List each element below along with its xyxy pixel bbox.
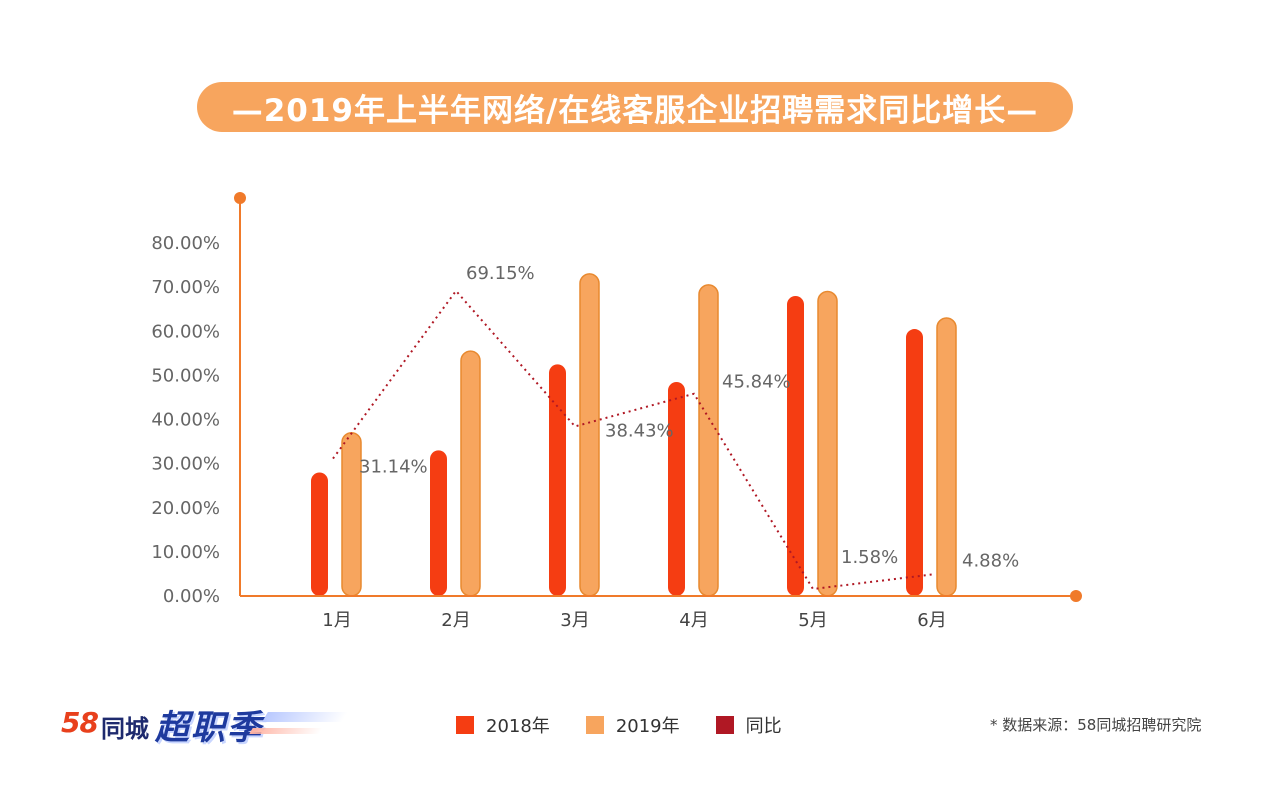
x-tick-label: 3月	[560, 610, 589, 631]
bar-2018	[311, 472, 328, 596]
y-axis-end-dot	[234, 192, 246, 204]
y-tick-label: 80.00%	[151, 233, 220, 254]
bar-2018	[549, 364, 566, 596]
bar-2018	[906, 329, 923, 596]
logo-number: 58	[61, 706, 99, 739]
logo-streak	[262, 712, 348, 722]
yoy-data-label: 31.14%	[359, 457, 428, 478]
yoy-line-layer	[332, 289, 933, 591]
data-source-note: * 数据来源：58同城招聘研究院	[990, 716, 1202, 734]
brand-logo: 58 同城 超职季	[55, 694, 348, 748]
chart-title: —2019年上半年网络/在线客服企业招聘需求同比增长—	[197, 82, 1073, 132]
x-tick-label: 4月	[679, 610, 708, 631]
x-tick-label: 5月	[798, 610, 827, 631]
bar-2018	[430, 450, 447, 596]
yoy-data-label: 4.88%	[962, 550, 1019, 571]
y-axis-ticks: 0.00% 10.00% 20.00% 30.00% 40.00% 50.00% 60.00…	[151, 233, 220, 607]
yoy-data-label: 45.84%	[722, 372, 791, 393]
y-tick-label: 60.00%	[151, 321, 220, 342]
data-labels: 31.14% 69.15% 38.43% 45.84% 1.58% 4.88%	[359, 263, 1019, 572]
legend-item-2019: 2019年	[585, 712, 680, 738]
legend-label-2019: 2019年	[615, 716, 680, 737]
legend-label-2018: 2018年	[486, 716, 550, 737]
axes	[234, 192, 1082, 602]
x-axis-ticks: 1月 2月 3月 4月 5月 6月	[322, 610, 946, 631]
legend-item-2018: 2018年	[456, 712, 550, 738]
chart-canvas: 0.00% 10.00% 20.00% 30.00% 40.00% 50.00% 60.00…	[151, 192, 1082, 631]
x-tick-label: 2月	[441, 610, 470, 631]
yoy-data-label: 1.58%	[841, 547, 898, 568]
x-tick-label: 6月	[917, 610, 946, 631]
legend-swatch-2019	[585, 716, 604, 734]
bars	[311, 273, 957, 597]
y-tick-label: 40.00%	[151, 410, 220, 431]
yoy-data-label: 38.43%	[605, 420, 674, 441]
y-tick-label: 0.00%	[163, 586, 220, 607]
yoy-line	[332, 289, 933, 591]
bar-2019	[936, 317, 957, 597]
y-tick-label: 20.00%	[151, 498, 220, 519]
bar-2018	[668, 381, 685, 596]
y-tick-label: 10.00%	[151, 542, 220, 563]
y-tick-label: 30.00%	[151, 454, 220, 475]
bar-2019	[579, 273, 600, 597]
chart-legend: 2018年 2019年 同比	[456, 712, 818, 738]
legend-swatch-2018	[456, 716, 474, 734]
logo-brand-name: 同城	[101, 715, 149, 743]
bar-2019	[460, 350, 481, 597]
x-tick-label: 1月	[322, 610, 351, 631]
y-tick-label: 70.00%	[151, 277, 220, 298]
legend-swatch-yoy	[715, 716, 734, 734]
yoy-data-label: 69.15%	[466, 263, 535, 284]
legend-label-yoy: 同比	[745, 716, 782, 737]
bar-2019	[817, 290, 838, 597]
bar-2018	[787, 295, 804, 596]
legend-item-yoy: 同比	[715, 712, 782, 738]
y-tick-label: 50.00%	[151, 365, 220, 386]
bar-2019	[698, 284, 719, 597]
logo-promo-text: 超职季	[155, 708, 263, 748]
x-axis-end-dot	[1070, 590, 1082, 602]
logo-streak	[249, 728, 323, 734]
